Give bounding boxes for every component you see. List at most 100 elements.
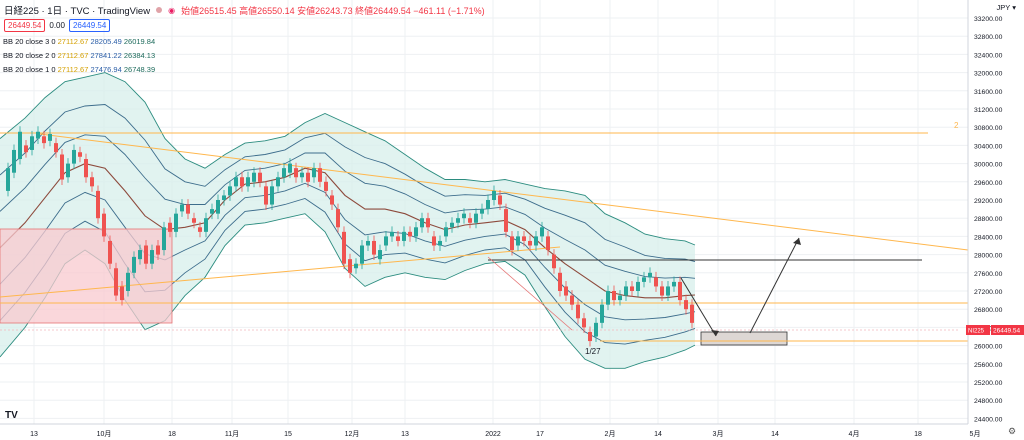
candle-body — [24, 145, 28, 153]
candle-body — [444, 227, 448, 237]
x-tick-label: 5月 — [970, 430, 981, 438]
candle-body — [324, 181, 328, 191]
candle-body — [156, 245, 160, 255]
candle-body — [570, 295, 574, 305]
candle-body — [690, 304, 694, 323]
x-tick-label: 4月 — [849, 430, 860, 438]
y-tick-label: 28400.00 — [974, 234, 1003, 241]
label-annotation: 2 — [954, 121, 959, 130]
candle-body — [96, 190, 100, 219]
arrow-head — [711, 330, 719, 336]
indicator-legend-bb1[interactable]: BB 20 close 1 0 27112.67 27476.94 26748.… — [3, 65, 155, 74]
x-tick-label: 10月 — [97, 430, 112, 438]
candle-body — [18, 131, 22, 160]
candle-body — [264, 186, 268, 205]
arrow-head — [793, 238, 801, 245]
candle-body — [474, 213, 478, 223]
price-row: 26449.54 0.00 26449.54 — [4, 19, 111, 32]
currency-selector[interactable]: JPY ▾ — [996, 3, 1016, 12]
candle-body — [684, 300, 688, 310]
candle-body — [294, 168, 298, 178]
x-tick-label: 2月 — [605, 430, 616, 438]
candle-body — [114, 268, 118, 296]
candle-body — [306, 172, 310, 182]
candle-body — [138, 250, 142, 260]
x-tick-label: 3月 — [713, 430, 724, 438]
indicator-legend-bb3[interactable]: BB 20 close 3 0 27112.67 28205.49 26019.… — [3, 37, 155, 46]
candle-body — [48, 134, 52, 141]
y-tick-label: 32800.00 — [974, 34, 1003, 41]
candle-body — [594, 322, 598, 337]
candle-body — [552, 254, 556, 269]
indicator-upper: 27841.22 — [90, 51, 122, 60]
candle-body — [288, 163, 292, 173]
candle-body — [408, 231, 412, 237]
indicator-basis: 27112.67 — [57, 37, 89, 46]
bb-lower-1 — [0, 182, 696, 321]
candle-body — [468, 218, 472, 223]
candle-body — [336, 209, 340, 228]
x-tick-label: 14 — [654, 431, 662, 438]
currency-label: JPY — [996, 3, 1011, 12]
x-tick-label: 12月 — [345, 430, 360, 438]
x-tick-label: 11月 — [225, 430, 239, 438]
candle-body — [276, 177, 280, 187]
y-tick-label: 27200.00 — [974, 289, 1003, 296]
last-price-badge — [991, 325, 1024, 335]
price-axis — [968, 0, 1024, 424]
candle-body — [174, 213, 178, 232]
candle-body — [282, 168, 286, 178]
candle-body — [132, 256, 136, 273]
candle-body — [360, 245, 364, 264]
candle-body — [204, 218, 208, 232]
y-tick-label: 30400.00 — [974, 143, 1003, 150]
candle-body — [120, 286, 124, 301]
x-tick-label: 18 — [914, 431, 922, 438]
candle-body — [78, 152, 82, 157]
candle-body — [384, 236, 388, 246]
candle-body — [258, 172, 262, 182]
rectangle-drawing — [0, 228, 173, 324]
candle-body — [54, 143, 58, 153]
candle-body — [246, 177, 250, 187]
bb-upper-1 — [0, 134, 696, 279]
candle-body — [150, 250, 154, 264]
trend-lines: 1/27 2 — [0, 121, 1024, 356]
candle-body — [438, 240, 442, 246]
symbol-tag — [966, 325, 990, 335]
candle-body — [528, 240, 532, 246]
settings-gear-icon[interactable]: ⚙ — [1008, 426, 1017, 436]
candle-body — [366, 240, 370, 246]
y-tick-label: 24800.00 — [974, 398, 1003, 405]
buy-price-box[interactable]: 26449.54 — [68, 19, 111, 32]
pink-arrow-line — [487, 256, 573, 331]
candle-body — [354, 263, 358, 269]
candle-body — [588, 331, 592, 342]
symbol-title[interactable]: 日経225 · 1日 · TVC · TradingView — [4, 6, 151, 17]
indicator-legend-bb2[interactable]: BB 20 close 2 0 27112.67 27841.22 26384.… — [3, 51, 155, 60]
candle-body — [180, 204, 184, 212]
sell-price-box[interactable]: 26449.54 — [4, 19, 46, 32]
visibility-icon[interactable]: ◉ — [168, 5, 176, 15]
candle-body — [498, 195, 502, 205]
candle-body — [240, 177, 244, 187]
candle-body — [12, 149, 16, 173]
indicator-upper: 27476.94 — [90, 65, 122, 74]
candle-body — [546, 236, 550, 251]
candle-body — [564, 286, 568, 296]
candle-body — [414, 227, 418, 237]
indicator-name: BB 20 close 2 0 — [3, 51, 56, 60]
candle-body — [540, 227, 544, 237]
x-tick-label: 14 — [771, 431, 779, 438]
up-arrow-line — [749, 237, 800, 334]
x-tick-label: 13 — [401, 431, 409, 438]
candle-body — [660, 286, 664, 296]
candle-body — [642, 277, 646, 282]
candle-body — [648, 272, 652, 278]
y-tick-label: 25200.00 — [974, 380, 1003, 387]
y-tick-label: 32000.00 — [974, 71, 1003, 78]
candle-body — [108, 240, 112, 264]
candle-body — [654, 277, 658, 287]
